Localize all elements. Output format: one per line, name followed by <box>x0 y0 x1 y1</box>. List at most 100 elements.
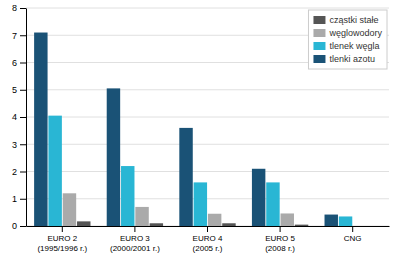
x-tick: EURO 4(2005 r.) <box>193 226 223 253</box>
y-tick-label: 7 <box>12 31 17 41</box>
x-tick-label-line: (2005 r.) <box>193 244 223 253</box>
legend-swatch <box>313 29 325 37</box>
x-tick-label-line: (2008 r.) <box>265 244 295 253</box>
legend: cząstki stałe węglowodory tlenek węgla tlen… <box>308 10 387 69</box>
bar <box>121 166 134 226</box>
x-tick-label: EURO 3(2000/2001 r.) <box>110 234 160 253</box>
y-tick: 6 <box>12 58 26 68</box>
legend-label: węglowodory <box>328 28 382 38</box>
y-tick-mark <box>20 226 26 227</box>
y-tick-mark <box>20 144 26 145</box>
x-tick: CNG <box>344 226 362 243</box>
x-tick-label: EURO 4(2005 r.) <box>193 234 223 253</box>
legend-frame <box>308 10 387 69</box>
y-tick-label: 0 <box>12 221 17 231</box>
bar-series <box>34 33 338 226</box>
y-tick-mark <box>20 199 26 200</box>
y-tick-mark <box>20 8 26 9</box>
y-tick-label: 6 <box>12 58 17 68</box>
y-tick-label: 5 <box>12 85 17 95</box>
x-tick-mark <box>207 226 208 232</box>
legend-entry: cząstki stałe <box>313 15 378 25</box>
bar <box>77 221 90 226</box>
bar-series <box>63 193 294 226</box>
x-axis: EURO 2(1995/1996 r.) EURO 3(2000/2001 r.)… <box>27 226 390 253</box>
x-tick-label-line: EURO 5 <box>265 234 295 243</box>
y-tick: 5 <box>12 85 26 95</box>
x-tick: EURO 3(2000/2001 r.) <box>110 226 160 253</box>
x-tick-mark <box>352 226 353 232</box>
x-tick-label-line: EURO 3 <box>120 234 150 243</box>
y-tick-mark <box>20 117 26 118</box>
bar <box>339 216 352 226</box>
y-tick: 1 <box>12 194 26 204</box>
y-tick: 8 <box>12 3 26 13</box>
bar <box>135 207 148 226</box>
x-tick: EURO 2(1995/1996 r.) <box>37 226 87 253</box>
bar <box>353 226 366 227</box>
y-tick: 2 <box>12 167 26 177</box>
x-tick-label-line: (1995/1996 r.) <box>37 244 87 253</box>
legend-label: tlenki azotu <box>329 54 375 64</box>
legend-swatch <box>313 16 325 24</box>
bar <box>325 215 338 226</box>
chart-svg: 0 1 2 3 4 5 6 7 8 EURO 2(1995/1996 r.) EURO 3(2000… <box>0 0 397 258</box>
x-tick-label: EURO 2(1995/1996 r.) <box>37 234 87 253</box>
grid-line <box>26 171 389 172</box>
bar-series <box>77 221 308 226</box>
bar <box>48 116 61 226</box>
legend-label: tlenek węgla <box>329 41 379 51</box>
bar <box>194 182 207 226</box>
plot-area: 0 1 2 3 4 5 6 7 8 EURO 2(1995/1996 r.) EURO 3(2000… <box>12 3 390 252</box>
legend-entry: tlenki azotu <box>313 54 375 64</box>
x-tick-label-line: CNG <box>344 234 362 243</box>
y-tick: 7 <box>12 31 26 41</box>
bar <box>34 33 47 226</box>
legend-label: cząstki stałe <box>329 15 378 25</box>
grid-line <box>26 198 389 199</box>
x-tick-label: CNG <box>344 234 362 243</box>
y-tick: 4 <box>12 112 26 122</box>
grid-line <box>26 89 389 90</box>
y-tick: 0 <box>12 221 26 231</box>
x-tick-label: EURO 5(2008 r.) <box>265 234 295 253</box>
x-tick-mark <box>134 226 135 232</box>
y-axis: 0 1 2 3 4 5 6 7 8 <box>12 3 27 231</box>
x-tick-mark <box>280 226 281 232</box>
y-tick-label: 2 <box>12 167 17 177</box>
y-tick-label: 4 <box>12 112 17 122</box>
y-tick-mark <box>20 63 26 64</box>
bar <box>266 182 279 226</box>
y-tick-label: 1 <box>12 194 17 204</box>
x-tick-label-line: EURO 4 <box>193 234 223 243</box>
grid-line <box>26 117 389 118</box>
bar <box>367 226 380 227</box>
x-tick: EURO 5(2008 r.) <box>265 226 295 253</box>
legend-swatch <box>313 42 325 50</box>
y-tick-label: 3 <box>12 140 17 150</box>
legend-swatch <box>313 55 325 63</box>
y-tick-label: 8 <box>12 3 17 13</box>
chart-container: 0 1 2 3 4 5 6 7 8 EURO 2(1995/1996 r.) EURO 3(2000… <box>0 0 397 258</box>
legend-entry: tlenek węgla <box>313 41 379 51</box>
grid-line <box>26 144 389 145</box>
bar <box>179 128 192 226</box>
grid <box>26 8 389 226</box>
bars <box>34 33 352 226</box>
y-tick-mark <box>20 35 26 36</box>
x-tick-label-line: (2000/2001 r.) <box>110 244 160 253</box>
bar <box>107 88 120 226</box>
bar <box>208 214 221 226</box>
bar <box>222 223 235 226</box>
y-tick-mark <box>20 90 26 91</box>
grid-line <box>26 8 389 9</box>
bar <box>295 225 308 226</box>
y-axis-line <box>26 9 27 227</box>
bar <box>252 169 265 226</box>
x-tick-mark <box>62 226 63 232</box>
legend-entry: węglowodory <box>313 28 382 38</box>
y-tick-mark <box>20 172 26 173</box>
bar <box>150 223 163 226</box>
bar <box>63 193 76 226</box>
x-tick-label-line: EURO 2 <box>47 234 77 243</box>
